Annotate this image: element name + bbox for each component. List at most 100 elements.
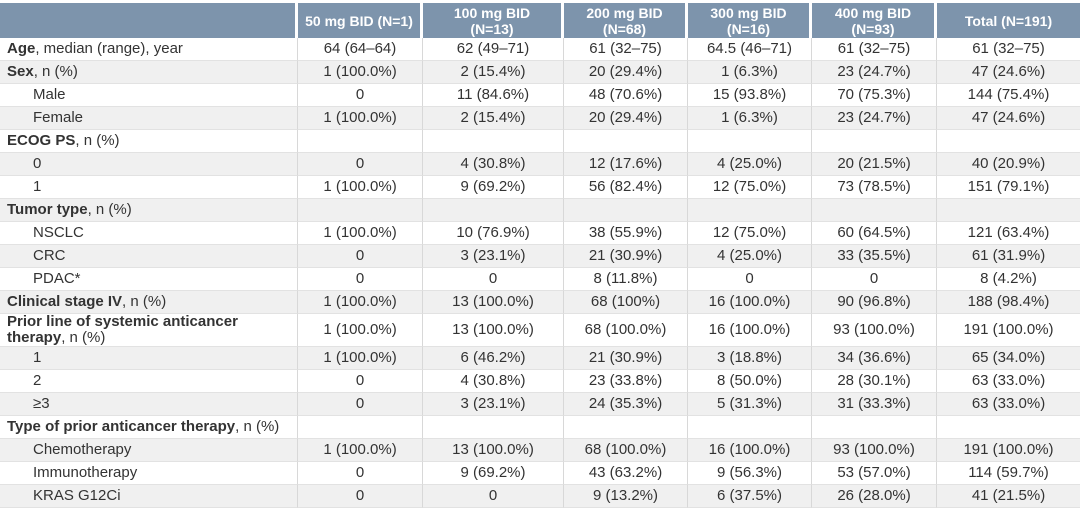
table-cell: 90 (96.8%) bbox=[812, 291, 937, 314]
row-label-bold: Prior line of systemic anticancer therap… bbox=[7, 314, 238, 346]
table-cell: 0 bbox=[298, 245, 423, 268]
baseline-characteristics-table: 50 mg BID (N=1) 100 mg BID (N=13) 200 mg… bbox=[0, 3, 1080, 508]
table-row: Age, median (range), year 64 (64–64) 62 (4… bbox=[0, 38, 1080, 61]
table-cell: 0 bbox=[298, 153, 423, 176]
table-cell: 48 (70.6%) bbox=[564, 84, 688, 107]
table-cell: 93 (100.0%) bbox=[812, 439, 937, 462]
table-cell: 64 (64–64) bbox=[298, 38, 423, 61]
table-cell: 0 bbox=[298, 84, 423, 107]
table-cell: 1 (100.0%) bbox=[298, 107, 423, 130]
table-cell: 4 (25.0%) bbox=[688, 245, 812, 268]
table-cell: 65 (34.0%) bbox=[937, 347, 1080, 370]
table-cell: 6 (46.2%) bbox=[423, 347, 564, 370]
table-cell bbox=[812, 416, 937, 439]
table-cell: 70 (75.3%) bbox=[812, 84, 937, 107]
row-label-suffix: , n (%) bbox=[235, 418, 280, 435]
table-cell bbox=[812, 130, 937, 153]
table-cell: 0 bbox=[298, 268, 423, 291]
table-cell: 144 (75.4%) bbox=[937, 84, 1080, 107]
row-label-suffix: , n (%) bbox=[61, 329, 106, 346]
table-cell: 6 (37.5%) bbox=[688, 485, 812, 508]
table-cell: 28 (30.1%) bbox=[812, 370, 937, 393]
table-cell: 62 (49–71) bbox=[423, 38, 564, 61]
table-row: ≥3 0 3 (23.1%) 24 (35.3%) 5 (31.3%) 31 (33.3%… bbox=[0, 393, 1080, 416]
table-cell bbox=[937, 130, 1080, 153]
table-cell: 63 (33.0%) bbox=[937, 393, 1080, 416]
table-cell: 41 (21.5%) bbox=[937, 485, 1080, 508]
header-row: 50 mg BID (N=1) 100 mg BID (N=13) 200 mg… bbox=[0, 3, 1080, 38]
table-cell: 8 (11.8%) bbox=[564, 268, 688, 291]
table-cell: 0 bbox=[688, 268, 812, 291]
table-cell: 61 (31.9%) bbox=[937, 245, 1080, 268]
table-cell: 1 (100.0%) bbox=[298, 291, 423, 314]
table-cell: 4 (30.8%) bbox=[423, 153, 564, 176]
table-cell: 63 (33.0%) bbox=[937, 370, 1080, 393]
row-label: Age, median (range), year bbox=[0, 38, 298, 61]
table-cell: 20 (29.4%) bbox=[564, 107, 688, 130]
row-label-suffix: , n (%) bbox=[33, 63, 78, 80]
row-label-bold: Tumor type bbox=[7, 201, 88, 218]
table-cell: 12 (75.0%) bbox=[688, 222, 812, 245]
table-cell: 68 (100.0%) bbox=[564, 439, 688, 462]
table-cell: 8 (50.0%) bbox=[688, 370, 812, 393]
table-cell: 3 (23.1%) bbox=[423, 245, 564, 268]
table-cell: 12 (17.6%) bbox=[564, 153, 688, 176]
table-cell: 191 (100.0%) bbox=[937, 314, 1080, 347]
table-row: Type of prior anticancer therapy, n (%) bbox=[0, 416, 1080, 439]
table-row: Tumor type, n (%) bbox=[0, 199, 1080, 222]
row-label: Prior line of systemic anticancer therap… bbox=[0, 314, 298, 347]
table-cell: 47 (24.6%) bbox=[937, 61, 1080, 84]
table-cell: 4 (30.8%) bbox=[423, 370, 564, 393]
table-row: Prior line of systemic anticancer therap… bbox=[0, 314, 1080, 347]
table-cell bbox=[564, 130, 688, 153]
table-cell: 0 bbox=[298, 485, 423, 508]
row-label: Chemotherapy bbox=[0, 439, 298, 462]
table-cell: 15 (93.8%) bbox=[688, 84, 812, 107]
header-cell-empty bbox=[0, 3, 298, 38]
row-label: KRAS G12Ci bbox=[0, 485, 298, 508]
row-label: Female bbox=[0, 107, 298, 130]
table-cell: 9 (69.2%) bbox=[423, 176, 564, 199]
table-cell: 61 (32–75) bbox=[812, 38, 937, 61]
table-cell: 121 (63.4%) bbox=[937, 222, 1080, 245]
table-cell: 23 (24.7%) bbox=[812, 107, 937, 130]
table-cell: 9 (13.2%) bbox=[564, 485, 688, 508]
table-body: Age, median (range), year 64 (64–64) 62 (4… bbox=[0, 38, 1080, 508]
table-cell: 68 (100.0%) bbox=[564, 314, 688, 347]
table-cell bbox=[812, 199, 937, 222]
table-cell: 43 (63.2%) bbox=[564, 462, 688, 485]
table-cell: 191 (100.0%) bbox=[937, 439, 1080, 462]
table-cell: 26 (28.0%) bbox=[812, 485, 937, 508]
table-cell: 2 (15.4%) bbox=[423, 61, 564, 84]
row-label-suffix: , n (%) bbox=[75, 132, 120, 149]
table-cell: 21 (30.9%) bbox=[564, 347, 688, 370]
row-label-bold: Age bbox=[7, 40, 36, 57]
row-label: CRC bbox=[0, 245, 298, 268]
row-label: Immunotherapy bbox=[0, 462, 298, 485]
table-cell bbox=[423, 416, 564, 439]
table-cell: 13 (100.0%) bbox=[423, 439, 564, 462]
table-header: 50 mg BID (N=1) 100 mg BID (N=13) 200 mg… bbox=[0, 3, 1080, 38]
row-label: 1 bbox=[0, 176, 298, 199]
row-label: Male bbox=[0, 84, 298, 107]
row-label: ≥3 bbox=[0, 393, 298, 416]
table-cell: 1 (100.0%) bbox=[298, 61, 423, 84]
table-cell: 151 (79.1%) bbox=[937, 176, 1080, 199]
table-cell bbox=[564, 199, 688, 222]
table-cell: 60 (64.5%) bbox=[812, 222, 937, 245]
table-cell bbox=[688, 199, 812, 222]
row-label-bold: ECOG PS bbox=[7, 132, 76, 149]
row-label: Type of prior anticancer therapy, n (%) bbox=[0, 416, 298, 439]
header-cell-100mg: 100 mg BID (N=13) bbox=[423, 3, 564, 38]
table-cell: 1 (6.3%) bbox=[688, 61, 812, 84]
table-cell: 1 (100.0%) bbox=[298, 347, 423, 370]
table-cell: 0 bbox=[298, 462, 423, 485]
table-row: Immunotherapy 0 9 (69.2%) 43 (63.2%) 9 (56.3… bbox=[0, 462, 1080, 485]
table-cell: 12 (75.0%) bbox=[688, 176, 812, 199]
header-cell-400mg: 400 mg BID (N=93) bbox=[812, 3, 937, 38]
table-row: Clinical stage IV, n (%) 1 (100.0%) 13 (10… bbox=[0, 291, 1080, 314]
header-cell-50mg: 50 mg BID (N=1) bbox=[298, 3, 423, 38]
table-cell: 40 (20.9%) bbox=[937, 153, 1080, 176]
